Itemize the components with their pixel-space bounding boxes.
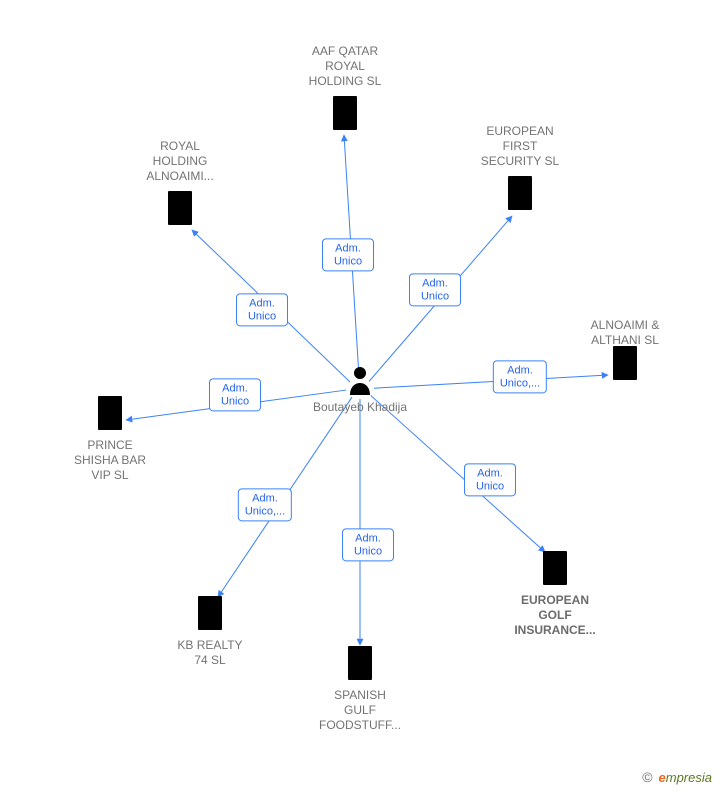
building-icon[interactable] bbox=[96, 394, 124, 430]
building-icon[interactable] bbox=[196, 594, 224, 630]
edge-label[interactable]: Adm. Unico bbox=[464, 463, 516, 496]
building-icon[interactable] bbox=[611, 344, 639, 380]
edge-label[interactable]: Adm. Unico,... bbox=[238, 488, 292, 521]
person-icon[interactable] bbox=[347, 365, 373, 395]
brand-logo: empresia bbox=[659, 770, 712, 785]
building-icon[interactable] bbox=[346, 644, 374, 680]
building-icon[interactable] bbox=[506, 174, 534, 210]
edge-label[interactable]: Adm. Unico bbox=[342, 528, 394, 561]
copyright-symbol: © bbox=[642, 769, 652, 785]
attribution-footer: © empresia bbox=[642, 769, 712, 785]
edge-label[interactable]: Adm. Unico bbox=[236, 293, 288, 326]
edge-label[interactable]: Adm. Unico bbox=[409, 273, 461, 306]
edge-line bbox=[374, 375, 608, 388]
center-node-label: Boutayeb Khadija bbox=[300, 400, 420, 415]
building-icon[interactable] bbox=[541, 549, 569, 585]
edge-line bbox=[371, 395, 545, 552]
edge-label[interactable]: Adm. Unico bbox=[209, 378, 261, 411]
building-icon[interactable] bbox=[166, 189, 194, 225]
building-icon[interactable] bbox=[331, 94, 359, 130]
edge-label[interactable]: Adm. Unico,... bbox=[493, 360, 547, 393]
edge-label[interactable]: Adm. Unico bbox=[322, 238, 374, 271]
